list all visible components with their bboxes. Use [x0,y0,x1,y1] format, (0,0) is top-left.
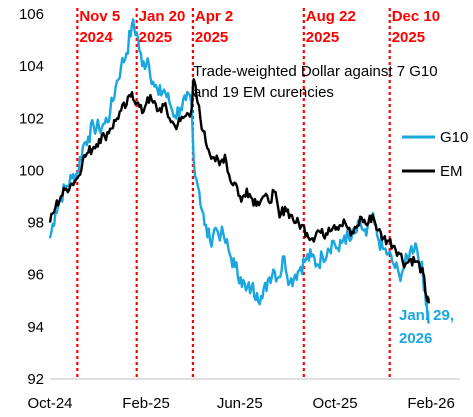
y-tick-label: 92 [27,371,44,388]
end-date-label-line-2: 2026 [399,330,432,347]
x-axis-ticks: Oct-24 Feb-25 Jun-25 Oct-25 Feb-26 [27,395,454,412]
event-label-date: Apr 2 [195,8,233,25]
event-label-year: 2025 [306,29,339,46]
event-label-date: Nov 5 [79,8,120,25]
legend-label-em: EM [440,163,463,180]
y-tick-label: 98 [27,215,44,232]
y-axis-ticks: 92 94 96 98 100 102 104 106 [19,6,44,388]
legend: G10 EM [402,129,468,180]
x-tick-label: Jun-25 [217,395,263,412]
event-label-date: Jan 20 [139,8,186,25]
y-tick-label: 96 [27,267,44,284]
x-tick-label: Oct-25 [313,395,358,412]
event-markers: Nov 5 2024 Jan 20 2025 Apr 2 2025 Aug 22 2025 De… [76,8,440,379]
event-label-year: 2025 [139,29,172,46]
series-line-em [48,78,430,304]
end-date-label-line-1: Jan. 29, [399,307,454,324]
y-tick-label: 94 [27,319,44,336]
event-label-year: 2025 [195,29,228,46]
y-tick-label: 102 [19,110,44,127]
event-label-year: 2024 [79,29,113,46]
x-tick-label: Oct-24 [27,395,72,412]
event-label-year: 2025 [392,29,425,46]
y-tick-label: 104 [19,58,44,75]
annotation-line-2: and 19 EM curencies [193,84,334,101]
legend-label-g10: G10 [440,129,468,146]
annotation-line-1: Trade-weighted Dollar against 7 G10 [193,63,438,80]
y-tick-label: 106 [19,6,44,23]
series-lines [48,18,430,324]
y-tick-label: 100 [19,162,44,179]
event-label-date: Aug 22 [306,8,356,25]
event-label-date: Dec 10 [392,8,440,25]
x-tick-label: Feb-25 [122,395,170,412]
x-tick-label: Feb-26 [407,395,455,412]
